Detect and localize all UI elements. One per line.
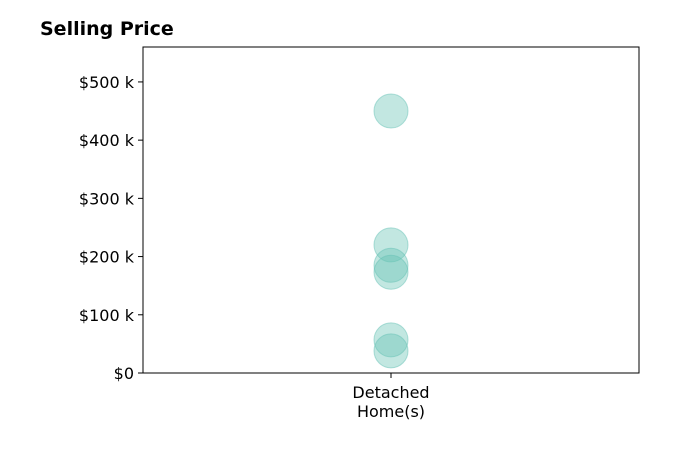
y-tick-label: $200 k: [79, 248, 135, 267]
y-tick-label: $100 k: [79, 306, 135, 325]
data-point: [373, 254, 409, 290]
data-point: [373, 93, 409, 129]
plot-frame: [142, 46, 640, 374]
data-point: [373, 322, 409, 358]
chart-title: Selling Price: [40, 18, 174, 40]
y-tick-label: $400 k: [79, 131, 135, 150]
data-point: [373, 227, 409, 263]
data-point: [373, 247, 409, 283]
y-tick-label: $300 k: [79, 189, 135, 208]
y-tick-label: $500 k: [79, 73, 135, 92]
data-points: [373, 93, 409, 369]
data-point: [373, 333, 409, 369]
y-tick-label: $0: [114, 364, 134, 383]
y-axis: $0 $100 k $200 k $300 k $400 k $500 k: [79, 73, 143, 383]
x-axis: Detached Home(s): [352, 373, 430, 421]
x-tick-label: Detached Home(s): [352, 383, 429, 421]
